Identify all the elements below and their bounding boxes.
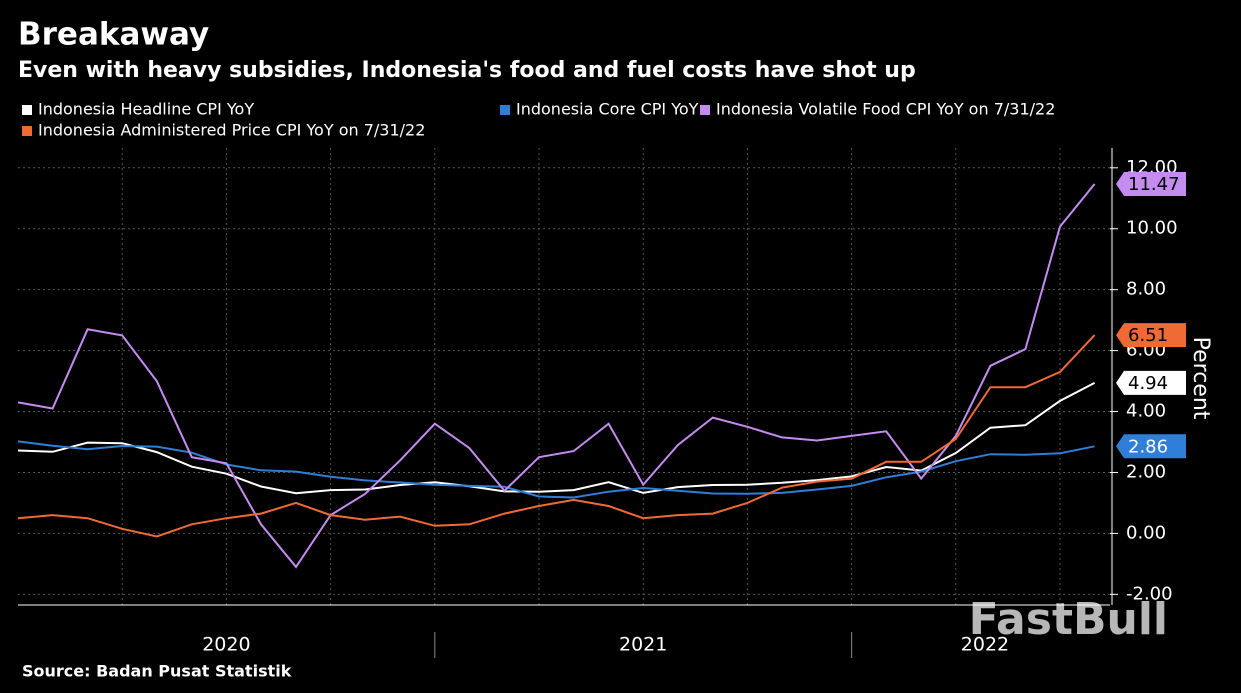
series-line [17, 382, 1096, 495]
legend-label: Indonesia Volatile Food CPI YoY on 7/31/… [716, 100, 1055, 119]
value-tag: 6.51 [1116, 323, 1186, 348]
y-tick-label: 0.00 [1126, 522, 1166, 543]
series-line [17, 334, 1096, 538]
y-tick-label: 10.00 [1126, 218, 1178, 239]
value-tag-label: 11.47 [1128, 174, 1180, 195]
value-tag-label: 2.86 [1128, 436, 1168, 457]
legend-swatch [500, 105, 510, 115]
series-line [17, 440, 1095, 499]
x-tick-label: 2021 [619, 634, 667, 656]
legend-swatch [22, 105, 32, 115]
source: Source: Badan Pusat Statistik [22, 662, 292, 681]
legend-label: Indonesia Administered Price CPI YoY on … [38, 121, 425, 140]
chart-title: Breakaway [18, 17, 209, 53]
value-tag-box [1116, 323, 1186, 348]
legend-swatch [700, 105, 710, 115]
value-tag-box [1116, 370, 1186, 395]
y-tick-label: 8.00 [1126, 279, 1166, 300]
value-tag: 11.47 [1116, 171, 1186, 196]
series-line [17, 183, 1096, 569]
legend-swatch [22, 126, 32, 136]
legend-label: Indonesia Headline CPI YoY [38, 100, 254, 119]
legend-label: Indonesia Core CPI YoY [516, 100, 699, 119]
y-tick-label: -2.00 [1126, 583, 1173, 604]
x-tick-label: 2020 [202, 634, 250, 656]
watermark: FastBull [969, 594, 1168, 645]
value-tag-box [1116, 434, 1186, 459]
value-tag-label: 6.51 [1128, 325, 1168, 346]
value-tag: 2.86 [1116, 434, 1186, 459]
y-axis-label: Percent [1188, 337, 1213, 420]
y-tick-label: 4.00 [1126, 401, 1166, 422]
chart-subtitle: Even with heavy subsidies, Indonesia's f… [18, 58, 916, 83]
value-tag-label: 4.94 [1128, 373, 1168, 394]
value-tag: 4.94 [1116, 370, 1186, 395]
value-tag-box [1116, 171, 1186, 196]
x-tick-label: 2022 [961, 634, 1009, 656]
y-tick-label: 2.00 [1126, 461, 1166, 482]
